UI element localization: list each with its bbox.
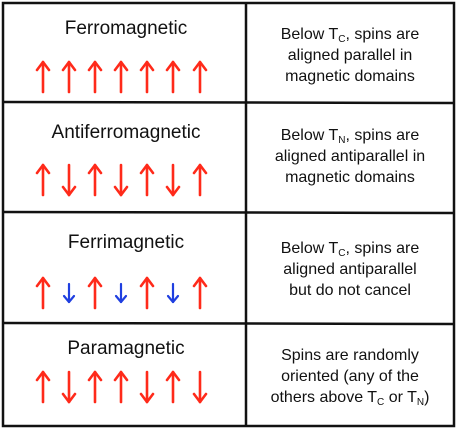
arrow-up-icon [139,163,155,197]
desc-paramagnetic: Spins are randomly oriented (any of the … [252,345,448,408]
arrow-up-icon [35,370,51,404]
desc-line-1: Spins are randomly [281,347,419,364]
desc-text: , spins are [345,26,420,43]
desc-line-3: magnetic domains [285,68,415,85]
desc-line-2: aligned antiparallel in [274,148,426,165]
desc-line-2: oriented (any of the [281,368,419,385]
arrow-head [87,163,103,175]
subscript: C [338,34,346,45]
desc-line-1: Below TC, spins are [252,24,448,45]
arrow-up-icon [113,60,129,94]
arrow-down-icon [61,163,77,197]
arrow-head [61,392,77,404]
row-divider-3 [2,321,455,326]
arrow-head [165,370,181,382]
arrow-head [87,60,103,72]
desc-text: , spins are [345,240,420,257]
arrow-up-icon [192,163,208,197]
desc-text: Below T [280,26,339,43]
arrow-up-icon [139,276,155,310]
arrow-up-icon [87,276,103,310]
arrow-down-icon [139,370,155,404]
arrow-head [35,370,51,382]
arrow-down-icon [61,370,77,404]
title-ferrimagnetic: Ferrimagnetic [67,232,185,253]
row-divider-1 [2,100,455,105]
desc-ferrimagnetic: Below TC, spins are aligned antiparallel… [252,238,448,301]
subscript: N [416,397,425,408]
arrow-head [61,60,77,72]
arrow-head [87,370,103,382]
arrow-head [165,60,181,72]
title-antiferromagnetic: Antiferromagnetic [51,122,201,143]
desc-text: , spins are [345,127,420,144]
arrow-head [192,163,208,175]
desc-ferromagnetic: Below TC, spins are aligned parallel in … [252,24,448,87]
arrow-up-icon [35,60,51,94]
arrow-up-icon [35,276,51,310]
desc-line-3: but do not cancel [289,282,411,299]
desc-text: others above T [270,389,378,406]
arrow-down-icon [113,163,129,197]
arrow-head [192,276,208,288]
desc-line-2: aligned antiparallel [283,261,417,278]
arrow-down-icon [114,282,128,304]
desc-line-1: Below TN, spins are [252,125,448,146]
arrow-head [192,60,208,72]
desc-line-3: others above TC or TN) [252,387,448,408]
arrow-head [113,370,129,382]
arrow-head [139,276,155,288]
arrow-down-icon [192,370,208,404]
subscript: C [338,248,346,259]
row-divider-2 [2,210,455,215]
arrow-head [35,60,51,72]
arrow-head [192,392,208,404]
arrow-down-icon [165,163,181,197]
arrow-head [35,163,51,175]
desc-text: or T [384,389,417,406]
arrow-head [139,163,155,175]
arrow-up-icon [87,370,103,404]
arrow-up-icon [113,370,129,404]
arrow-head [87,276,103,288]
desc-line-2: aligned parallel in [287,47,413,64]
arrow-up-icon [87,163,103,197]
arrow-head [61,185,77,197]
desc-text: ) [424,389,430,406]
arrow-up-icon [61,60,77,94]
arrow-head [139,392,155,404]
subscript: N [338,135,346,146]
arrow-up-icon [139,60,155,94]
arrow-head [62,294,76,304]
title-paramagnetic: Paramagnetic [67,338,185,359]
arrow-head [114,294,128,304]
desc-line-1: Below TC, spins are [252,238,448,259]
desc-text: Below T [280,240,339,257]
desc-antiferromagnetic: Below TN, spins are aligned antiparallel… [252,125,448,188]
arrow-head [165,185,181,197]
arrow-head [35,276,51,288]
arrow-head [139,60,155,72]
arrow-down-icon [166,282,180,304]
arrow-up-icon [87,60,103,94]
desc-line-3: magnetic domains [285,169,415,186]
arrow-up-icon [35,163,51,197]
arrow-head [113,185,129,197]
arrow-up-icon [192,276,208,310]
arrow-down-icon [62,282,76,304]
desc-text: Below T [280,127,339,144]
title-ferromagnetic: Ferromagnetic [64,18,188,39]
spin-arrows [35,60,208,404]
arrow-head [113,60,129,72]
subscript: C [377,397,385,408]
arrow-up-icon [165,60,181,94]
arrow-up-icon [165,370,181,404]
arrow-up-icon [192,60,208,94]
arrow-head [166,294,180,304]
